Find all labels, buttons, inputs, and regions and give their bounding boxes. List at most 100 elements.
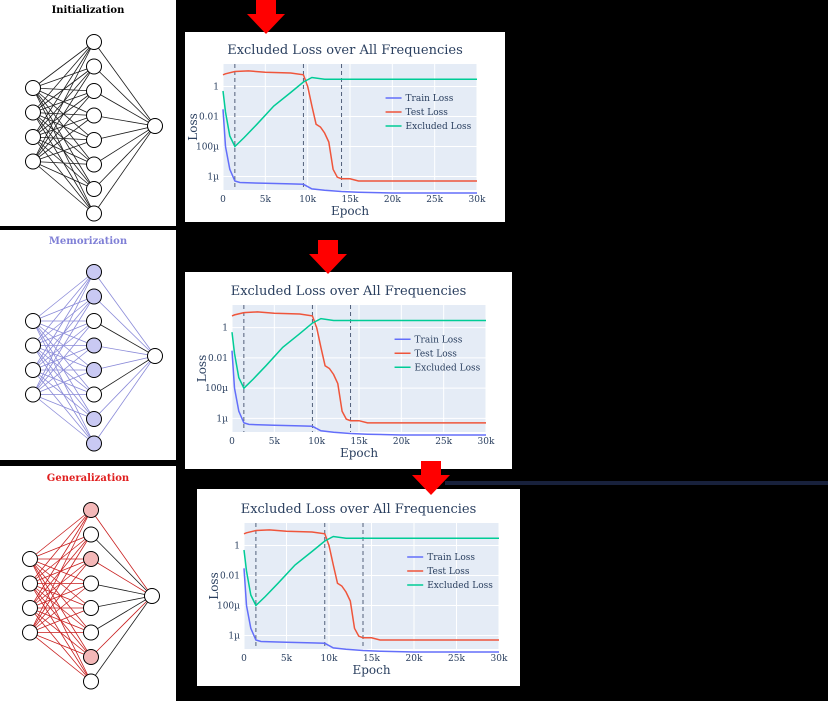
network-edges bbox=[32, 271, 156, 444]
y-tick-label: 100µ bbox=[205, 384, 228, 394]
network-edge bbox=[32, 320, 95, 395]
input-neuron bbox=[22, 624, 38, 641]
network-edge bbox=[32, 369, 95, 395]
x-tick-label: 0 bbox=[241, 654, 247, 664]
hidden-neuron bbox=[83, 649, 99, 665]
y-axis-label: Loss bbox=[207, 572, 221, 600]
network-edge bbox=[29, 632, 92, 682]
down-arrow-shape bbox=[412, 461, 450, 495]
network-edge bbox=[29, 509, 92, 584]
down-arrow-shape bbox=[309, 240, 347, 274]
network-edge bbox=[93, 355, 156, 420]
x-tick-label: 5k bbox=[281, 654, 293, 664]
hidden-neuron bbox=[86, 313, 102, 329]
network-edge bbox=[32, 41, 95, 89]
x-tick-label: 25k bbox=[426, 195, 443, 205]
network-edge bbox=[93, 90, 156, 127]
y-tick-label: 1µ bbox=[207, 173, 219, 183]
legend-label: Test Loss bbox=[415, 349, 458, 359]
x-tick-label: 5k bbox=[260, 195, 272, 205]
stage-label-initialization: Initialization bbox=[51, 5, 125, 16]
network-edge bbox=[90, 583, 153, 597]
series-line-train-loss bbox=[231, 350, 486, 436]
y-tick-label: 0.01 bbox=[220, 572, 240, 582]
series-line-test-loss bbox=[231, 311, 486, 424]
network-edge bbox=[32, 271, 95, 346]
hidden-neuron bbox=[86, 337, 102, 354]
network-edge bbox=[29, 632, 92, 658]
legend-label: Excluded Loss bbox=[406, 122, 472, 132]
x-tick-label: 15k bbox=[363, 654, 380, 664]
network-edge bbox=[90, 534, 153, 597]
input-neuron bbox=[25, 80, 41, 96]
down-arrow-shape bbox=[247, 0, 285, 34]
stage-label-memorization: Memorization bbox=[48, 236, 128, 247]
x-tick-label: 10k bbox=[321, 654, 338, 664]
chart-card-initialization: Excluded Loss over All Frequencies 0 5k 10k… bbox=[185, 32, 505, 222]
network-edge bbox=[29, 534, 92, 633]
hidden-neuron bbox=[83, 600, 99, 616]
x-tick-label: 15k bbox=[351, 437, 368, 447]
loss-chart-initialization: Excluded Loss over All Frequencies 0 5k 10k… bbox=[186, 43, 486, 218]
hidden-neuron bbox=[86, 34, 102, 50]
network-edge bbox=[32, 139, 95, 162]
network-edge bbox=[93, 345, 156, 357]
output-neuron bbox=[147, 348, 163, 364]
network-edge bbox=[32, 66, 95, 162]
stage-label-generalization: Generalization bbox=[46, 473, 130, 484]
network-edge bbox=[93, 320, 156, 357]
network-edge bbox=[93, 271, 156, 357]
network-edge bbox=[29, 509, 92, 560]
y-tick-label: 1 bbox=[213, 83, 219, 93]
y-tick-label: 100µ bbox=[217, 602, 240, 612]
hidden-neuron bbox=[86, 288, 102, 305]
network-edge bbox=[32, 271, 95, 371]
input-neuron bbox=[25, 104, 41, 121]
input-neuron bbox=[25, 386, 41, 403]
network-diagram-memorization bbox=[25, 264, 163, 452]
hidden-neuron bbox=[86, 156, 102, 173]
network-panel-initialization: Initialization bbox=[0, 0, 176, 226]
loss-chart-generalization: Excluded Loss over All Frequencies 0 5k 10k… bbox=[207, 502, 508, 677]
network-edges bbox=[29, 509, 153, 682]
legend-label: Train Loss bbox=[406, 94, 454, 104]
legend-label: Train Loss bbox=[427, 553, 475, 563]
hidden-neuron bbox=[86, 435, 102, 452]
network-edge bbox=[93, 355, 156, 371]
network-edge bbox=[29, 509, 92, 609]
network-edge bbox=[93, 296, 156, 357]
network-edge bbox=[32, 394, 95, 420]
network-edge bbox=[32, 394, 95, 444]
input-neuron bbox=[25, 337, 41, 354]
x-tick-label: 20k bbox=[384, 195, 401, 205]
chart-card-memorization: Excluded Loss over All Frequencies 0 5k 10k… bbox=[185, 272, 512, 469]
y-tick-label: 100µ bbox=[196, 143, 219, 153]
chart-title: Excluded Loss over All Frequencies bbox=[231, 284, 467, 299]
network-edge bbox=[32, 161, 95, 190]
input-neuron bbox=[25, 129, 41, 145]
network-edge bbox=[32, 296, 95, 395]
network-edge bbox=[93, 125, 156, 141]
network-edge bbox=[32, 41, 95, 113]
legend-label: Test Loss bbox=[406, 108, 449, 118]
network-edge bbox=[93, 125, 156, 214]
x-tick-label: 25k bbox=[435, 437, 452, 447]
y-tick-label: 1µ bbox=[216, 414, 228, 424]
x-axis-label: Epoch bbox=[352, 663, 390, 677]
network-edge bbox=[32, 271, 95, 322]
series-line-excluded-loss bbox=[231, 317, 486, 390]
x-tick-label: 30k bbox=[491, 654, 508, 664]
x-tick-label: 5k bbox=[269, 437, 281, 447]
network-edge bbox=[90, 595, 153, 633]
network-edge bbox=[90, 509, 153, 597]
x-tick-label: 30k bbox=[469, 195, 486, 205]
hidden-neuron bbox=[86, 205, 102, 222]
x-tick-label: 10k bbox=[299, 195, 316, 205]
chart-title: Excluded Loss over All Frequencies bbox=[227, 43, 463, 58]
y-tick-label: 1 bbox=[222, 324, 228, 334]
loss-chart-memorization: Excluded Loss over All Frequencies 0 5k 10k… bbox=[195, 284, 495, 460]
network-edge bbox=[29, 558, 92, 633]
x-tick-label: 0 bbox=[220, 195, 226, 205]
network-edge bbox=[90, 558, 153, 597]
network-edge bbox=[93, 355, 156, 395]
